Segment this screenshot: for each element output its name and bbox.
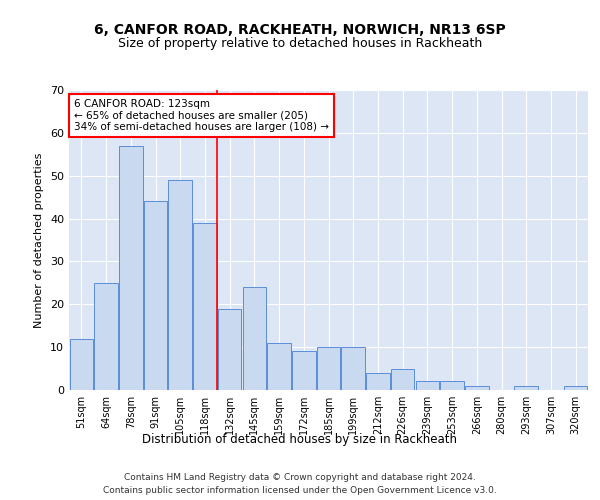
Bar: [169, 180, 192, 390]
Bar: [514, 386, 538, 390]
Bar: [391, 368, 415, 390]
Bar: [292, 352, 316, 390]
Bar: [218, 308, 241, 390]
Y-axis label: Number of detached properties: Number of detached properties: [34, 152, 44, 328]
Bar: [341, 347, 365, 390]
Bar: [416, 382, 439, 390]
Bar: [564, 386, 587, 390]
Text: 6 CANFOR ROAD: 123sqm
← 65% of detached houses are smaller (205)
34% of semi-det: 6 CANFOR ROAD: 123sqm ← 65% of detached …: [74, 99, 329, 132]
Bar: [119, 146, 143, 390]
Text: Distribution of detached houses by size in Rackheath: Distribution of detached houses by size …: [143, 432, 458, 446]
Bar: [465, 386, 488, 390]
Bar: [366, 373, 389, 390]
Bar: [193, 223, 217, 390]
Bar: [94, 283, 118, 390]
Text: 6, CANFOR ROAD, RACKHEATH, NORWICH, NR13 6SP: 6, CANFOR ROAD, RACKHEATH, NORWICH, NR13…: [94, 22, 506, 36]
Bar: [317, 347, 340, 390]
Bar: [242, 287, 266, 390]
Bar: [144, 202, 167, 390]
Bar: [70, 338, 93, 390]
Bar: [440, 382, 464, 390]
Text: Contains HM Land Registry data © Crown copyright and database right 2024.: Contains HM Land Registry data © Crown c…: [124, 472, 476, 482]
Bar: [268, 343, 291, 390]
Text: Size of property relative to detached houses in Rackheath: Size of property relative to detached ho…: [118, 38, 482, 51]
Text: Contains public sector information licensed under the Open Government Licence v3: Contains public sector information licen…: [103, 486, 497, 495]
